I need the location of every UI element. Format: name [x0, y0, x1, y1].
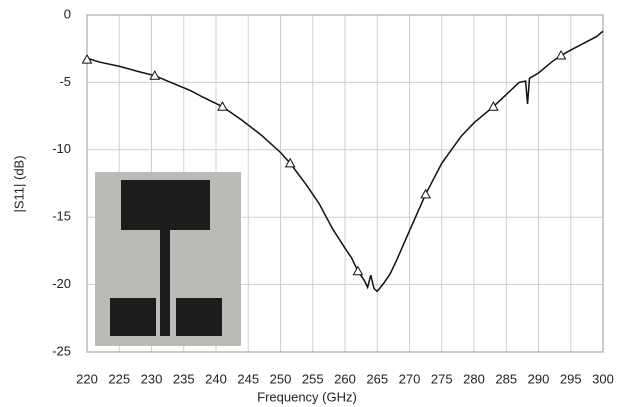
x-tick-label: 260	[334, 371, 356, 386]
plot-frame	[86, 14, 604, 353]
x-tick-label: 225	[108, 371, 130, 386]
x-axis-label: Frequency (GHz)	[257, 389, 357, 404]
x-tick-label: 280	[463, 371, 485, 386]
y-axis-label: |S11| (dB)	[11, 155, 26, 212]
y-tick-label: -10	[52, 141, 71, 156]
x-tick-label: 265	[366, 371, 388, 386]
data-marker	[420, 188, 431, 199]
x-tick-label: 255	[302, 371, 324, 386]
x-tick-label: 245	[237, 371, 259, 386]
y-tick-label: -25	[52, 343, 71, 358]
y-tick-label: -5	[59, 74, 71, 89]
x-tick-label: 250	[270, 371, 292, 386]
x-tick-label: 230	[141, 371, 163, 386]
antenna-pad	[110, 298, 156, 336]
data-marker	[488, 101, 499, 111]
x-tick-label: 235	[173, 371, 195, 386]
x-tick-label: 270	[399, 371, 421, 386]
y-tick-label: -20	[52, 276, 71, 291]
data-marker	[217, 101, 228, 111]
y-tick-label: 0	[64, 6, 71, 21]
y-tick-label: -15	[52, 209, 71, 224]
x-tick-label: 240	[205, 371, 227, 386]
antenna-inset	[95, 172, 241, 346]
data-marker	[149, 70, 161, 80]
plot-area: 0 -5 -10 -15 -20 -25 220 225 230 235 240 245 250 255 2…	[52, 6, 614, 386]
x-tick-label: 290	[528, 371, 550, 386]
x-tick-label: 300	[592, 371, 614, 386]
antenna-feed	[160, 228, 170, 336]
data-marker	[81, 53, 93, 64]
data-marker	[352, 265, 364, 276]
x-tick-label: 295	[560, 371, 582, 386]
x-tick-label: 275	[431, 371, 453, 386]
antenna-pad	[176, 298, 222, 336]
data-marker	[555, 49, 567, 60]
data-marker	[284, 157, 296, 168]
x-tick-label: 285	[495, 371, 517, 386]
data-line	[86, 30, 604, 293]
antenna-patch	[121, 180, 210, 230]
x-tick-label: 220	[76, 371, 98, 386]
